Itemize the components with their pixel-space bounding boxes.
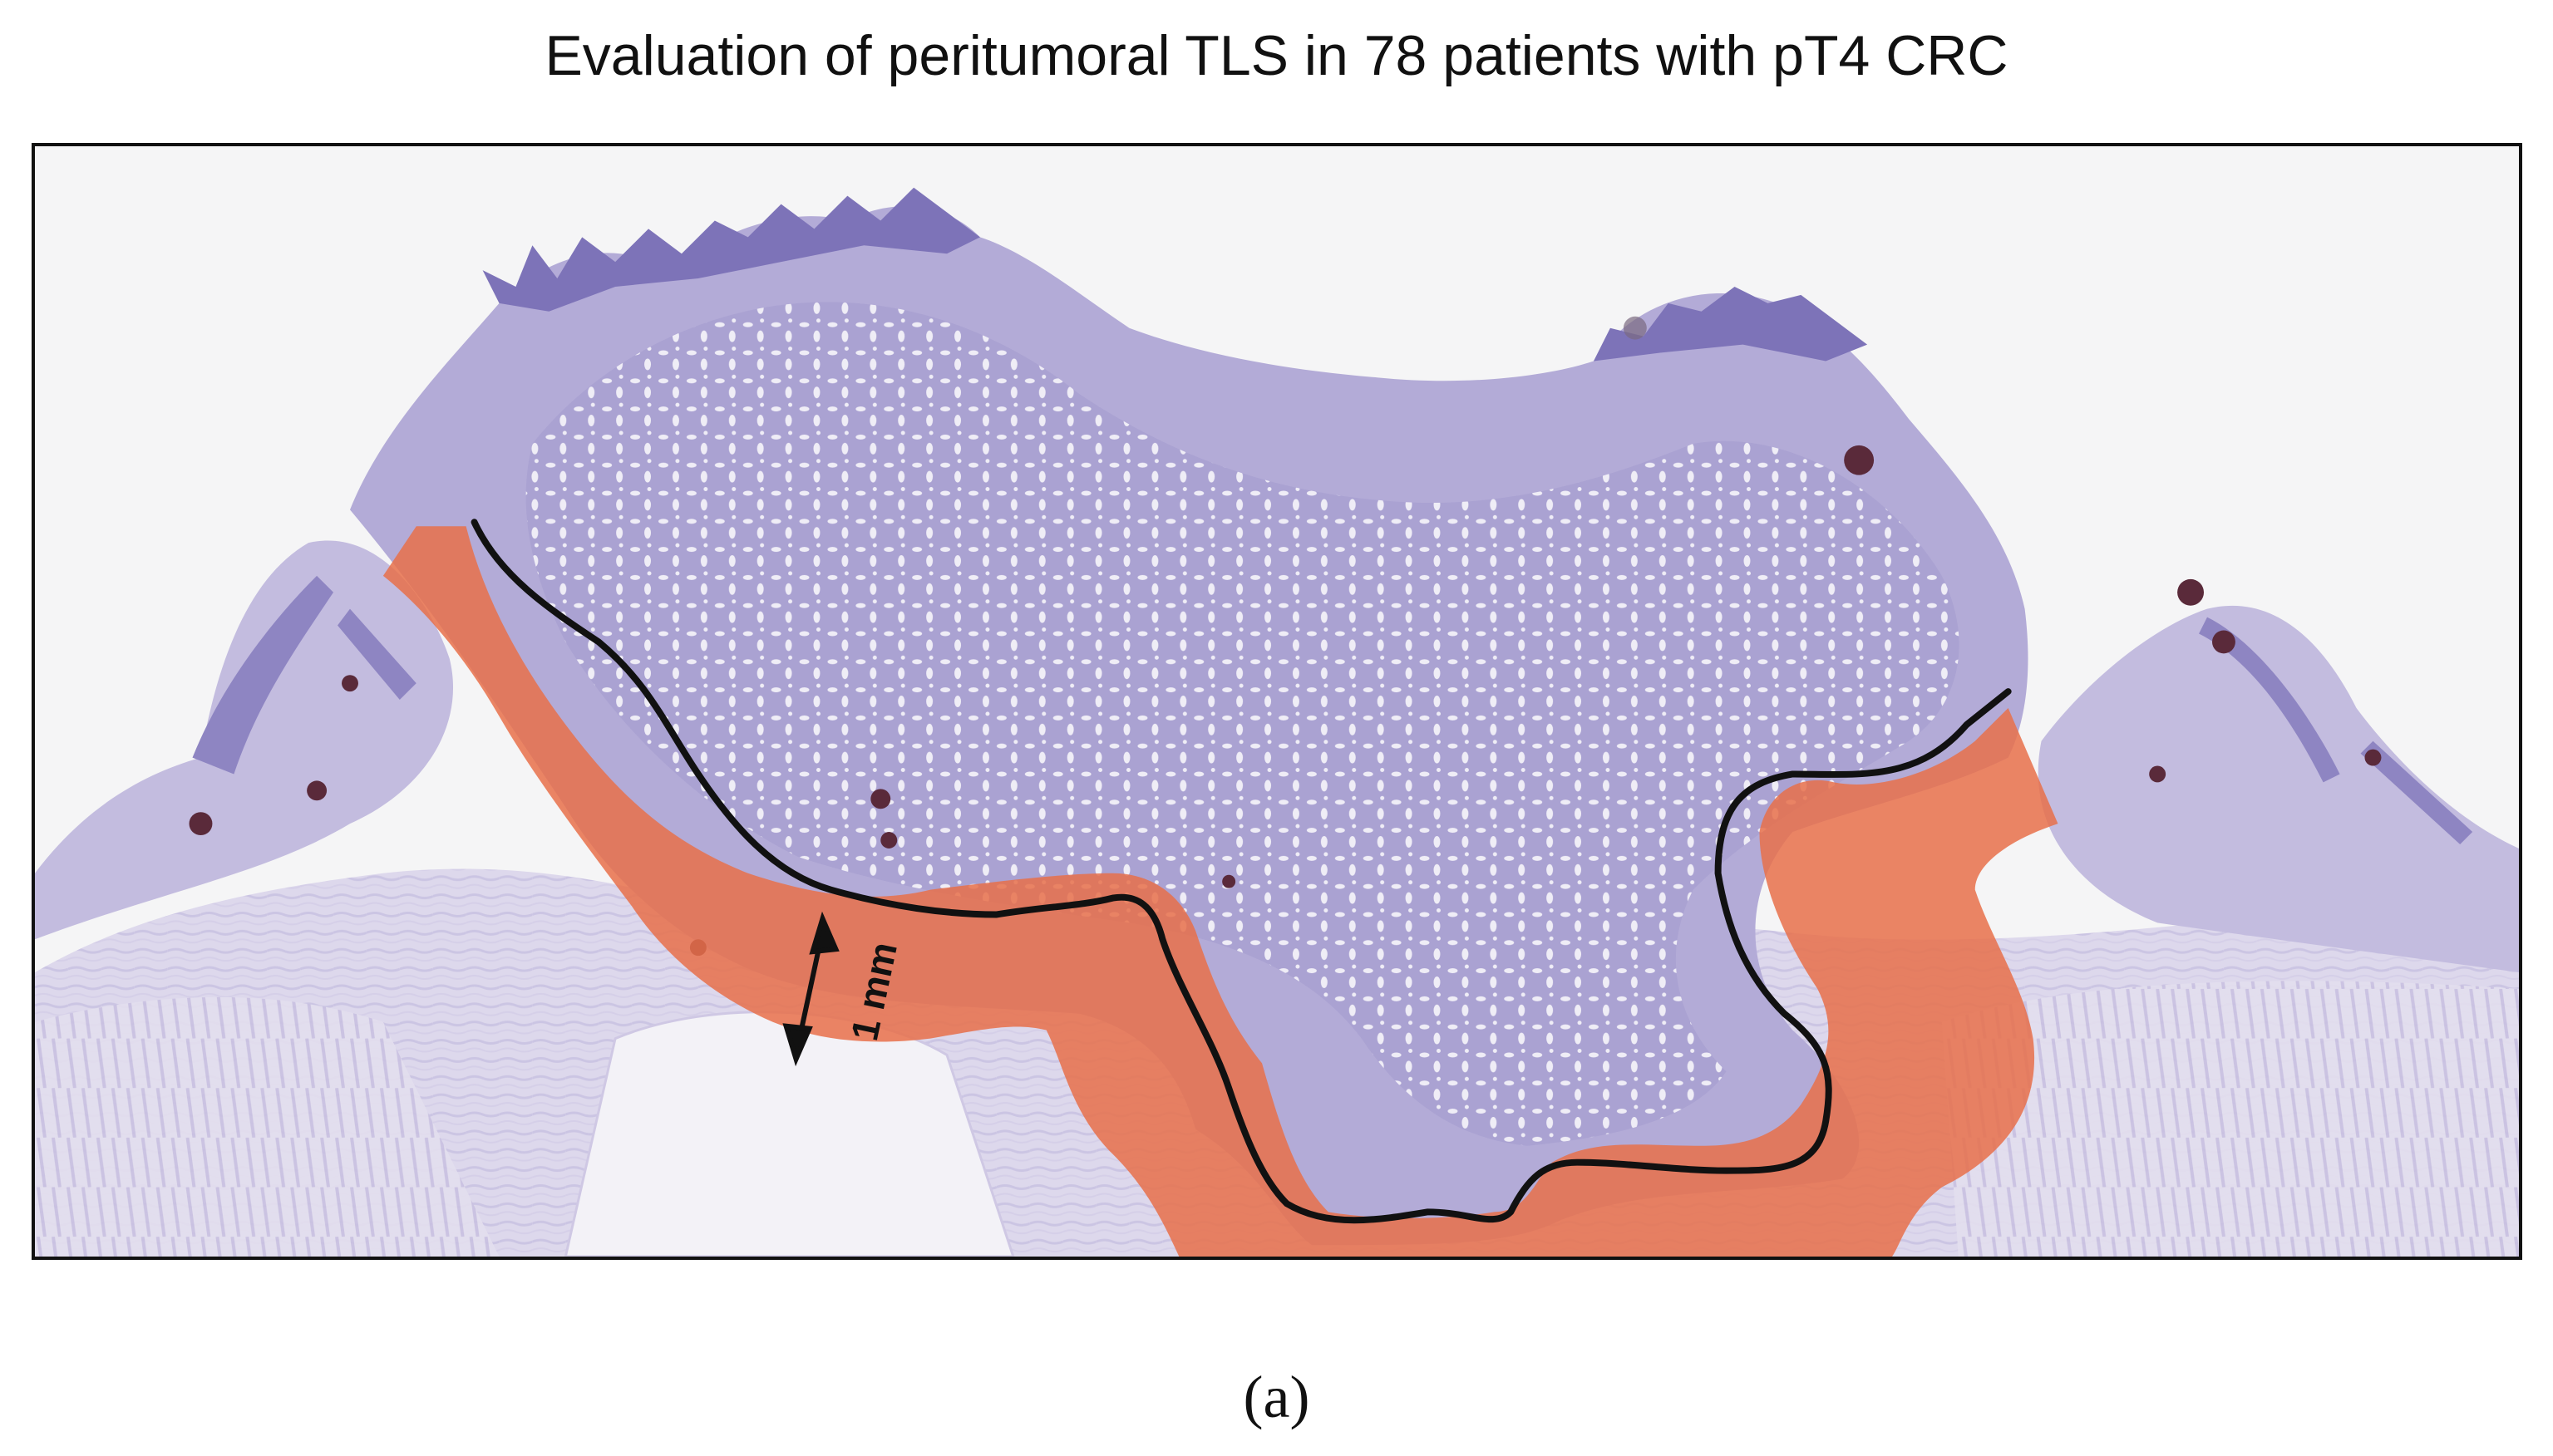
tls-spot — [307, 780, 328, 801]
muscle-layer-left — [35, 996, 500, 1257]
tls-spot — [1844, 445, 1875, 475]
scale-arrow-head-bottom — [782, 1023, 813, 1067]
tls-spot — [880, 832, 898, 849]
tls-spot — [1623, 316, 1647, 340]
scale-arrow-head-top — [809, 911, 840, 955]
tls-spot — [2364, 749, 2382, 766]
tumor-boundary-line — [471, 519, 2012, 1224]
muscle-layer-right — [1941, 981, 2519, 1257]
tls-spot — [1222, 874, 1236, 888]
tls-spot — [342, 675, 358, 692]
figure-title: Evaluation of peritumoral TLS in 78 pati… — [545, 24, 2008, 87]
mucosa-right-crypts — [2199, 617, 2473, 844]
tls-spot — [2211, 630, 2235, 654]
slide-image: 1 mm — [35, 146, 2519, 1257]
tumor-surface-fronds — [482, 187, 1868, 362]
tls-spot — [2177, 578, 2205, 606]
histology-slide: 1 mm — [32, 143, 2522, 1260]
tls-spot — [189, 812, 213, 836]
tls-spot — [2149, 765, 2166, 783]
mucosa-left-crypts — [192, 575, 416, 775]
panel-label: (a) — [1243, 1364, 1310, 1430]
peritumoral-zone — [382, 526, 2058, 1257]
scale-arrow — [782, 911, 840, 1067]
tumor-glandular-core — [525, 302, 1959, 1146]
tls-spot — [870, 789, 891, 809]
mucosa-right — [2038, 605, 2519, 973]
